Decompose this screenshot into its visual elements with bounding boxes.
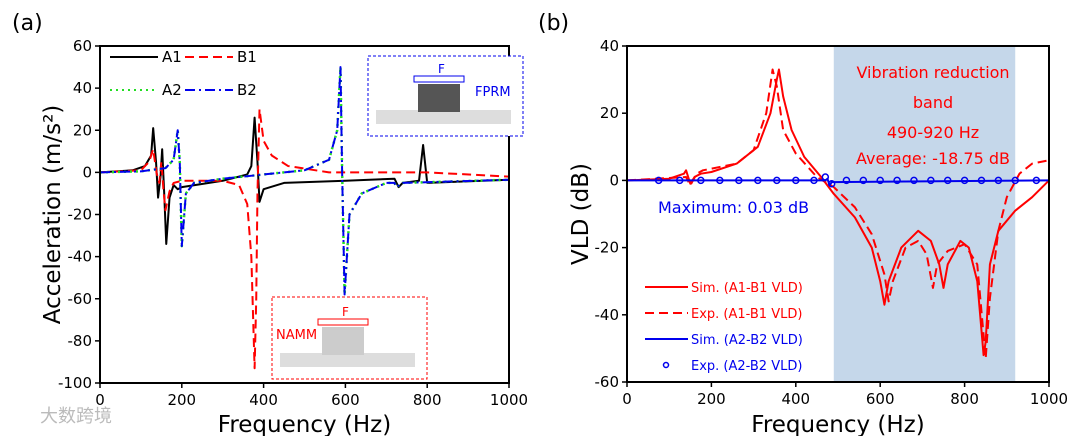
y-tick-label: 40: [600, 37, 619, 55]
y-tick-label: 40: [73, 79, 92, 97]
x-tick-label: 600: [331, 391, 360, 409]
vibration-reduction-band: [833, 46, 1016, 382]
data-point: [792, 176, 800, 185]
legend-label: B2: [237, 81, 257, 99]
x-tick-label: 600: [866, 390, 895, 408]
legend-label: Exp. (A1-B1 VLD): [691, 307, 802, 322]
x-tick-label: 0: [95, 391, 105, 409]
x-tick-label: 400: [249, 391, 278, 409]
force-label: F: [438, 62, 445, 76]
data-point: [827, 180, 836, 188]
data-point: [654, 176, 663, 185]
data-point: [821, 173, 830, 181]
series-line-B2: [100, 66, 509, 296]
data-point: [773, 176, 781, 185]
force-label: F: [342, 305, 349, 319]
y-tick-label: -80: [68, 332, 93, 350]
y-tick-label: 20: [600, 104, 619, 122]
y-tick-label: 60: [73, 37, 92, 55]
y-tick-label: 0: [609, 171, 619, 189]
panel-a: (a)0 200 400 600 800 10006040200-20-40-60-80-…: [12, 11, 528, 436]
legend-label: Sim. (A1-B1 VLD): [691, 281, 803, 296]
inset-namm: F NAMM: [271, 296, 428, 380]
legend-label: Exp. (A2-B2 VLD): [691, 359, 802, 374]
x-tick-label: 800: [950, 390, 979, 408]
y-tick-label: -20: [595, 239, 620, 257]
x-tick-label: 400: [781, 390, 810, 408]
maximum-annotation: Maximum: 0.03 dB: [658, 198, 809, 217]
x-tick-label: 200: [167, 391, 196, 409]
data-point: [842, 176, 851, 185]
panel-label: (a): [12, 11, 43, 36]
y-tick-label: -20: [68, 206, 93, 224]
series-line-B1: [100, 108, 509, 370]
legend-label: Sim. (A2-B2 VLD): [691, 333, 803, 348]
data-point: [754, 176, 762, 185]
x-tick-label: 1000: [490, 391, 528, 409]
data-point: [1011, 176, 1019, 185]
y-tick-label: -60: [68, 290, 93, 308]
legend-label: B1: [237, 48, 257, 66]
data-point: [735, 176, 743, 185]
y-tick-label: -40: [595, 306, 620, 324]
panel-label: (b): [538, 11, 569, 36]
force-arrows: [317, 318, 369, 326]
data-point: [859, 176, 868, 185]
mass-block: [322, 327, 364, 355]
band-annotation: band: [913, 93, 953, 112]
y-tick-label: 0: [82, 163, 92, 181]
band-annotation: Average: -18.75 dB: [856, 149, 1010, 168]
series-line-Sim-A1-B1-VLD-: [627, 68, 1049, 357]
series-group: [100, 65, 509, 370]
y-tick-label: -100: [58, 374, 92, 392]
data-point: [927, 176, 935, 185]
x-axis-label: Frequency (Hz): [751, 412, 924, 436]
legend-label: A1: [162, 48, 182, 66]
beam: [376, 110, 511, 124]
inset-fprm: F FPRM: [367, 55, 524, 137]
data-point: [994, 176, 1003, 185]
y-tick-label: -60: [595, 373, 620, 391]
x-axis-label: Frequency (Hz): [218, 412, 391, 436]
inset-label: FPRM: [475, 85, 511, 100]
beam: [280, 353, 415, 367]
series-line-Exp-A1-B1-VLD-: [627, 68, 1049, 360]
data-point: [810, 176, 818, 185]
data-point: [1032, 176, 1041, 185]
data-point: [716, 176, 724, 185]
x-tick-label: 1000: [1030, 390, 1068, 408]
y-tick-label: -40: [68, 248, 93, 266]
mass-block: [418, 84, 460, 112]
data-point: [893, 176, 901, 185]
x-tick-label: 800: [413, 391, 442, 409]
y-axis-label: Acceleration (m/s²): [40, 105, 66, 325]
x-tick-label: 0: [622, 390, 632, 408]
data-point: [876, 176, 884, 185]
series-group: [627, 68, 1049, 360]
data-point: [910, 176, 918, 185]
y-tick-label: 20: [73, 121, 92, 139]
band-annotation: 490-920 Hz: [887, 123, 979, 142]
inset-label: NAMM: [276, 328, 317, 343]
data-point: [697, 176, 705, 185]
watermark: 大数跨境: [40, 406, 112, 427]
data-point: [960, 176, 969, 185]
legend-swatch: [662, 361, 670, 369]
x-tick-label: 200: [697, 390, 726, 408]
panel-b: (b)0 200 400 600 800 100040200-20-40-60Freque…: [538, 11, 1068, 436]
data-point: [943, 176, 952, 185]
data-point: [676, 176, 684, 185]
plot-frame: [99, 45, 510, 384]
force-arrows: [413, 75, 465, 83]
legend-label: A2: [162, 81, 182, 99]
y-axis-label: VLD (dB): [568, 163, 594, 265]
plot-frame: [626, 45, 1050, 383]
data-point: [977, 176, 986, 185]
band-annotation: Vibration reduction: [856, 63, 1009, 82]
